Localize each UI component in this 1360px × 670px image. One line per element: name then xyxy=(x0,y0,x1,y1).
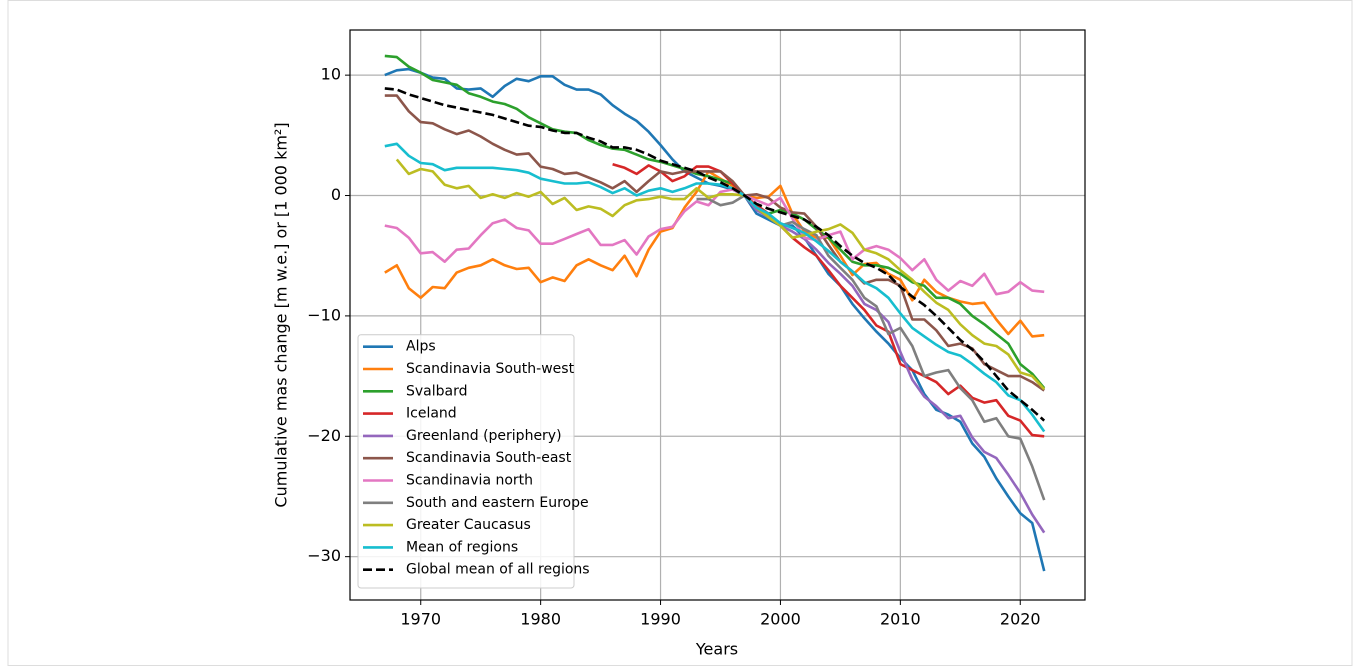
series-line xyxy=(612,162,1045,438)
legend-label: Greenland (periphery) xyxy=(406,428,562,444)
series-line xyxy=(384,87,1046,422)
series-line xyxy=(395,158,1046,391)
legend-label: Scandinavia north xyxy=(406,473,533,489)
legend-label: South and eastern Europe xyxy=(406,495,589,511)
legend-label: Scandinavia South-west xyxy=(406,361,575,377)
y-tick-label: 0 xyxy=(331,185,341,204)
plot-frame xyxy=(349,29,1086,601)
legend-label: Scandinavia South-east xyxy=(406,450,572,466)
series-line xyxy=(384,142,1046,433)
series-line xyxy=(384,170,1045,338)
y-axis-label: Cumulative mas change [m w.e.] or [1 000… xyxy=(272,122,291,507)
y-tick-label: −10 xyxy=(307,305,341,324)
x-tick-label: 1970 xyxy=(400,610,441,629)
y-tick-label: −20 xyxy=(307,426,341,445)
legend-label: Mean of regions xyxy=(406,539,518,555)
legend: Alps Scandinavia South-west Svalbard Icelan… xyxy=(357,334,590,589)
x-tick-label: 2010 xyxy=(880,610,921,629)
y-tick-label: −30 xyxy=(307,546,341,565)
x-tick-label: 1990 xyxy=(640,610,681,629)
series-line xyxy=(384,54,1046,389)
legend-box xyxy=(357,334,575,589)
series-line xyxy=(743,194,1046,534)
page-frame xyxy=(7,0,1353,666)
legend-label: Greater Caucasus xyxy=(406,517,531,533)
legend-label: Svalbard xyxy=(406,383,468,399)
x-tick-label: 1980 xyxy=(520,610,561,629)
legend-label: Iceland xyxy=(406,406,457,422)
x-tick-label: 2020 xyxy=(1000,610,1041,629)
x-tick-label: 2000 xyxy=(760,610,801,629)
series-line xyxy=(384,94,1045,392)
series-line xyxy=(384,188,1045,296)
x-axis-label: Years xyxy=(695,640,738,659)
legend-label: Global mean of all regions xyxy=(406,562,590,578)
legend-label: Alps xyxy=(406,339,436,355)
y-tick-label: 10 xyxy=(321,65,341,84)
